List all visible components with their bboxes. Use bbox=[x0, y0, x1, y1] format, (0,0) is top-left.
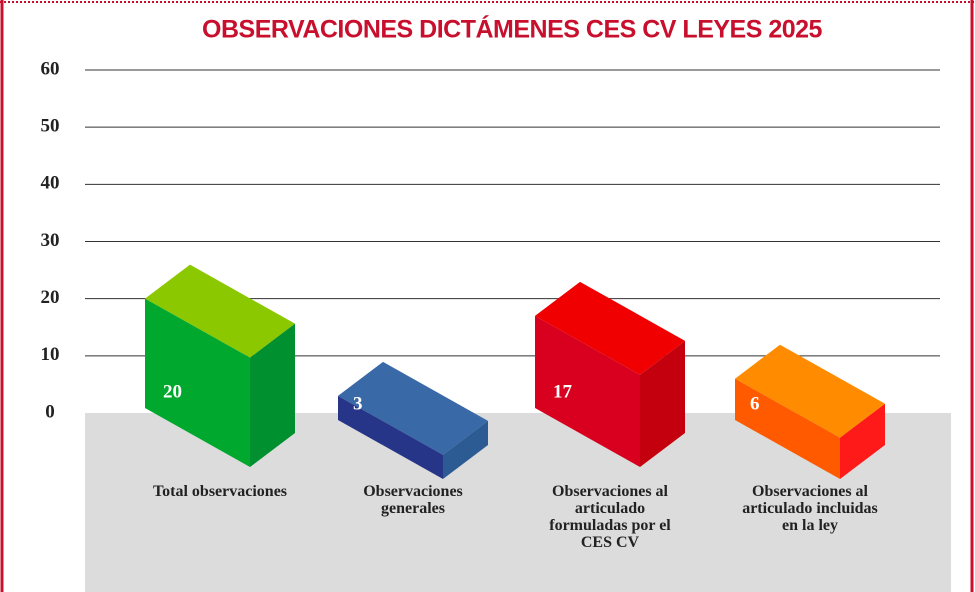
bar-top bbox=[145, 264, 295, 358]
x-tick-label: Observaciones generales bbox=[363, 483, 463, 517]
y-tick-label: 20 bbox=[41, 287, 60, 308]
value-label: 6 bbox=[750, 393, 760, 414]
value-label: 17 bbox=[553, 381, 573, 402]
bar-side bbox=[250, 323, 295, 467]
bar-top bbox=[535, 281, 685, 375]
y-tick-label: 10 bbox=[41, 344, 60, 365]
y-tick-label: 40 bbox=[41, 173, 60, 194]
bar-side bbox=[443, 420, 488, 479]
bar-top bbox=[338, 361, 488, 455]
bar bbox=[535, 315, 640, 467]
chart-title: OBSERVACIONES DICTÁMENES CES CV LEYES 20… bbox=[202, 15, 823, 44]
x-tick-label: Total observaciones bbox=[152, 483, 288, 500]
y-tick-label: 50 bbox=[41, 116, 60, 137]
y-tick-label: 30 bbox=[41, 230, 60, 251]
x-tick-label: Observaciones al articulado incluidas en… bbox=[742, 483, 878, 534]
value-label: 3 bbox=[353, 393, 363, 414]
y-tick-label: 0 bbox=[45, 401, 55, 422]
bar-side bbox=[640, 340, 685, 467]
y-tick-label: 60 bbox=[41, 58, 60, 79]
bar-top bbox=[735, 344, 885, 438]
x-tick-label: Observaciones al articulado formuladas p… bbox=[549, 483, 671, 551]
value-label: 20 bbox=[163, 381, 182, 402]
bar bbox=[338, 395, 443, 479]
bar bbox=[145, 298, 250, 467]
bar-side bbox=[840, 403, 885, 479]
bar bbox=[735, 378, 840, 479]
